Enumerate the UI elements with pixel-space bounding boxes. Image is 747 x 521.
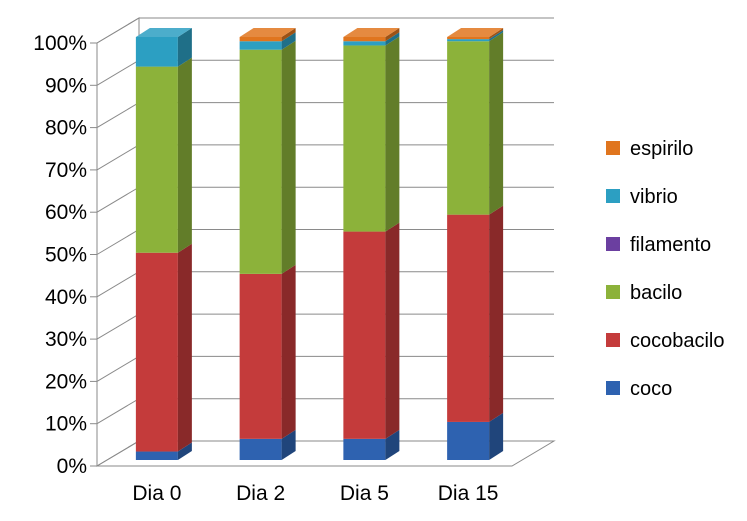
y-tick-label: 10% xyxy=(45,413,87,436)
bar-side-vibrio xyxy=(281,32,296,50)
y-tick-label: 0% xyxy=(57,455,87,478)
bar-dia-5 xyxy=(343,28,400,460)
x-category-label: Dia 0 xyxy=(132,482,181,505)
bar-segment-bacilo xyxy=(343,45,386,232)
bar-side-espirilo xyxy=(281,28,296,42)
legend-swatch xyxy=(606,285,620,299)
legend-label: bacilo xyxy=(630,282,682,304)
legend-label: filamento xyxy=(630,234,711,256)
y-tick-label: 20% xyxy=(45,370,87,393)
legend-swatch xyxy=(606,333,620,347)
y-tick-label: 30% xyxy=(45,328,87,351)
legend-label: cocobacilo xyxy=(630,330,725,352)
bar-side-coco xyxy=(281,429,296,460)
bar-dia-0 xyxy=(135,28,192,460)
bar-side-bacilo xyxy=(281,40,296,274)
bar-dia-15 xyxy=(447,28,504,460)
bar-segment-coco xyxy=(343,438,386,460)
bar-top-espirilo xyxy=(447,28,504,37)
bar-side-bacilo xyxy=(385,36,400,232)
bar-segment-cocobacilo xyxy=(239,273,282,439)
bar-segment-bacilo xyxy=(447,41,490,215)
bar-segment-cocobacilo xyxy=(135,252,178,452)
bar-side-coco xyxy=(489,412,504,460)
bar-segment-vibrio xyxy=(447,39,490,42)
x-category-label: Dia 5 xyxy=(340,482,389,505)
bar-side-vibrio xyxy=(489,30,504,42)
bar-segment-espirilo xyxy=(239,37,282,42)
bar-segment-vibrio xyxy=(135,37,178,67)
bar-dia-2 xyxy=(239,28,296,460)
bar-segment-bacilo xyxy=(239,49,282,274)
legend-item-cocobacilo: cocobacilo xyxy=(606,330,725,352)
y-tick-label: 40% xyxy=(45,286,87,309)
legend-swatch xyxy=(606,189,620,203)
bar-segment-coco xyxy=(239,438,282,460)
x-category-label: Dia 15 xyxy=(438,482,499,505)
x-axis-category-labels: Dia 0 Dia 2 Dia 5 Dia 15 xyxy=(132,482,498,505)
legend-label: coco xyxy=(630,378,672,400)
bar-segment-vibrio xyxy=(343,41,386,46)
legend: espirilo vibrio filamento bacilo cocobacilo c… xyxy=(606,138,725,400)
bar-side-bacilo xyxy=(489,32,504,215)
legend-swatch xyxy=(606,381,620,395)
bars xyxy=(135,28,504,460)
bar-side-coco xyxy=(385,429,400,460)
bar-side-cocobacilo xyxy=(489,205,504,422)
bar-segment-cocobacilo xyxy=(343,231,386,439)
legend-swatch xyxy=(606,237,620,251)
bar-segment-vibrio xyxy=(239,41,282,50)
x-category-label: Dia 2 xyxy=(236,482,285,505)
bar-segment-espirilo xyxy=(447,37,490,40)
bar-segment-espirilo xyxy=(343,37,386,42)
y-tick-label: 90% xyxy=(45,74,87,97)
y-tick-label: 70% xyxy=(45,159,87,182)
bar-segment-coco xyxy=(135,451,178,460)
y-tick-label: 60% xyxy=(45,201,87,224)
bar-side-espirilo xyxy=(385,28,400,42)
legend-item-bacilo: bacilo xyxy=(606,282,682,304)
legend-label: vibrio xyxy=(630,186,678,208)
bar-side-espirilo xyxy=(489,28,504,40)
bar-top-espirilo xyxy=(239,28,296,37)
y-axis-tick-labels: 0% 10% 20% 30% 40% 50% 60% 70% 80% 90% 100% xyxy=(33,32,87,478)
bar-side-cocobacilo xyxy=(385,222,400,439)
bar-segment-coco xyxy=(447,421,490,460)
bar-side-cocobacilo xyxy=(177,243,192,452)
y-tick-label: 100% xyxy=(33,32,87,55)
legend-item-filamento: filamento xyxy=(606,234,711,256)
gridline xyxy=(96,17,554,44)
legend-label: espirilo xyxy=(630,138,693,160)
legend-item-espirilo: espirilo xyxy=(606,138,693,160)
bar-side-coco xyxy=(177,442,192,460)
y-tick-label: 50% xyxy=(45,244,87,267)
bar-segment-bacilo xyxy=(135,66,178,253)
bar-top-vibrio xyxy=(135,28,192,37)
bar-side-cocobacilo xyxy=(281,264,296,439)
bar-side-vibrio xyxy=(385,32,400,46)
y-tick-label: 80% xyxy=(45,117,87,140)
bar-segment-cocobacilo xyxy=(447,214,490,422)
legend-item-vibrio: vibrio xyxy=(606,186,678,208)
bar-top-espirilo xyxy=(343,28,400,37)
legend-item-coco: coco xyxy=(606,378,672,400)
legend-swatch xyxy=(606,141,620,155)
bar-side-bacilo xyxy=(177,57,192,253)
bar-side-vibrio xyxy=(177,28,192,67)
